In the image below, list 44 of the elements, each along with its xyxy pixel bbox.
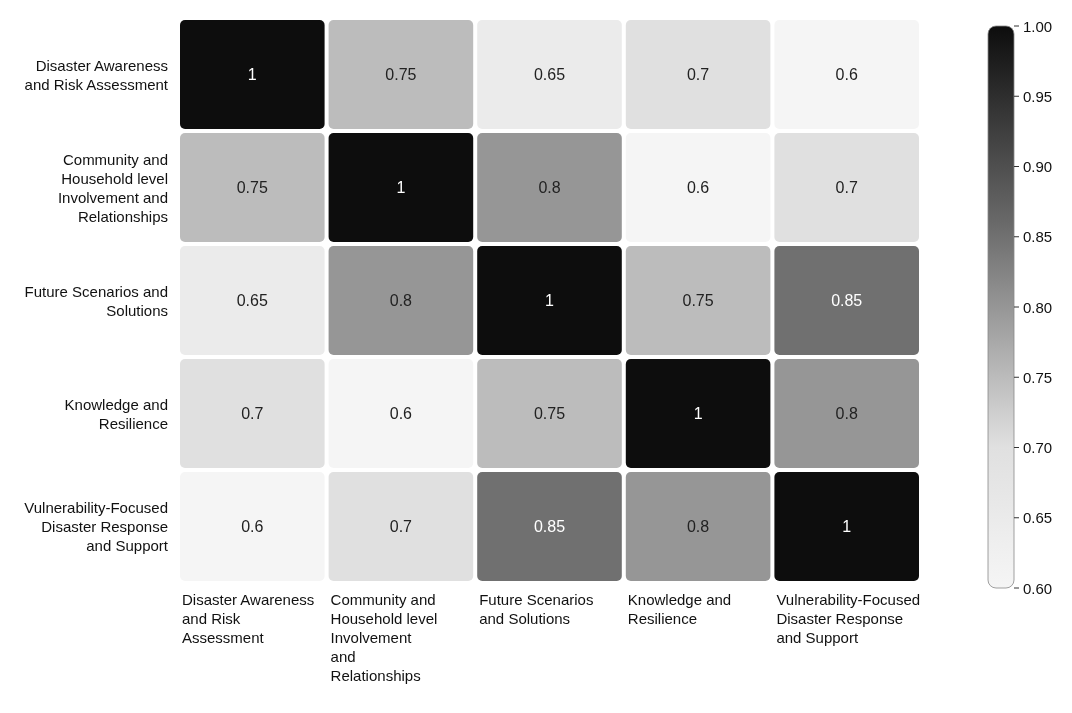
data-label: 0.75 — [236, 179, 268, 196]
x-tick-label: Disaster Awareness and Risk Assessment — [182, 591, 315, 646]
data-label: 0.7 — [686, 66, 710, 83]
data-label: 0.75 — [533, 405, 566, 422]
data-label: 0.6 — [686, 179, 710, 196]
y-tick-label: Vulnerability-Focused Disaster Response and Support — [24, 499, 169, 554]
data-label: 0.6 — [835, 66, 858, 83]
data-label: 1 — [693, 405, 703, 422]
x-tick-label: Future Scenarios and Solutions — [479, 591, 594, 627]
data-label: 0.8 — [538, 179, 561, 196]
x-tick-label: Community and Household level Involvement and Relationships — [330, 591, 438, 684]
data-label: 0.75 — [385, 66, 417, 83]
data-label: 1 — [247, 66, 257, 83]
data-label: 0.7 — [835, 179, 858, 196]
data-label: 0.75 — [682, 292, 714, 309]
color-bar-label: 0.75 — [1023, 368, 1053, 386]
color-bar-label: 0.60 — [1023, 579, 1053, 597]
data-label: 0.8 — [686, 518, 710, 535]
data-label: 1 — [842, 518, 852, 535]
y-tick-label: Community and Household level Involvement and Relationships — [57, 150, 168, 225]
color-bar-label: 0.80 — [1023, 298, 1053, 316]
color-bar-label: 0.70 — [1023, 439, 1053, 456]
data-label: 0.65 — [533, 66, 566, 83]
data-label: 1 — [545, 292, 555, 309]
data-label: 1 — [396, 179, 406, 196]
x-tick-label: Knowledge and Resilience — [627, 591, 732, 627]
x-tick-label: Vulnerability-Focused Disaster Response and Support — [776, 591, 921, 646]
data-label: 0.7 — [241, 405, 264, 422]
data-label: 0.6 — [241, 518, 264, 535]
data-label: 0.8 — [835, 405, 858, 422]
data-label: 0.65 — [236, 292, 268, 309]
data-label: 0.8 — [389, 292, 413, 309]
data-label: 0.85 — [831, 292, 863, 309]
data-label: 0.6 — [389, 405, 413, 422]
color-bar-label: 0.65 — [1023, 509, 1053, 527]
color-bar-label: 0.85 — [1023, 228, 1053, 246]
y-tick-label: Disaster Awareness and Risk Assessment — [24, 56, 169, 93]
y-tick-label: Future Scenarios and Solutions — [24, 282, 168, 319]
y-tick-label: Knowledge and Resilience — [64, 395, 168, 432]
color-bar-label: 0.95 — [1023, 87, 1053, 105]
color-bar-label: 1.00 — [1023, 17, 1053, 35]
data-label: 0.7 — [389, 518, 413, 535]
color-bar-label: 0.90 — [1023, 158, 1053, 175]
data-label: 0.85 — [533, 518, 566, 535]
